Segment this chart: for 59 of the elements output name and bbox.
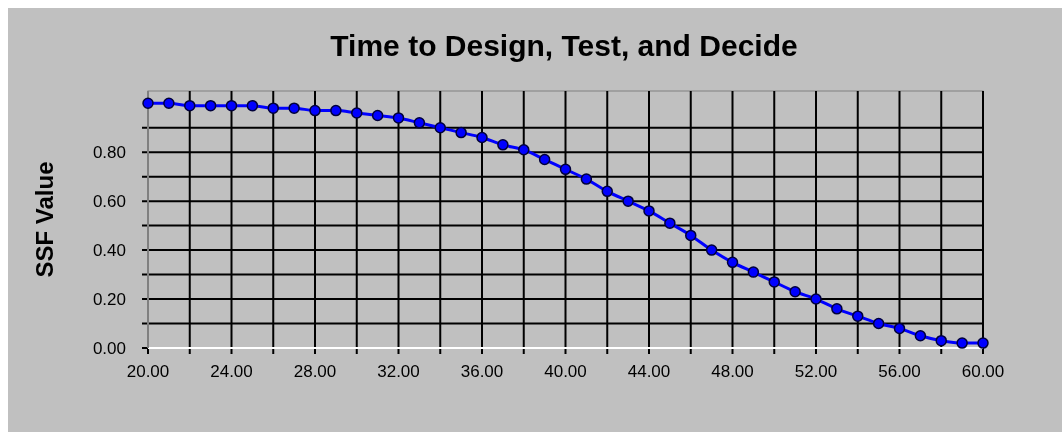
point bbox=[309, 104, 321, 117]
x-tick-label: 28.00 bbox=[293, 362, 337, 381]
y-tick-label: 0.00 bbox=[92, 339, 126, 358]
point bbox=[184, 99, 196, 112]
point bbox=[643, 205, 655, 217]
point bbox=[935, 334, 947, 347]
point bbox=[810, 293, 822, 305]
point bbox=[330, 104, 342, 117]
point bbox=[413, 117, 426, 129]
point bbox=[559, 163, 572, 176]
point bbox=[538, 153, 551, 166]
point bbox=[518, 143, 530, 156]
point bbox=[142, 97, 154, 109]
y-tick-label: 0.20 bbox=[92, 290, 126, 310]
y-tick-label: 0.80 bbox=[92, 143, 126, 163]
point bbox=[392, 112, 405, 124]
point bbox=[914, 330, 927, 342]
x-tick-label: 32.00 bbox=[377, 362, 420, 381]
point bbox=[726, 256, 739, 269]
point bbox=[204, 99, 217, 112]
y-axis-title: SSF Value bbox=[31, 161, 58, 278]
point bbox=[622, 195, 634, 207]
x-tick-label: 20.00 bbox=[126, 362, 170, 381]
point bbox=[497, 139, 509, 151]
point bbox=[601, 185, 613, 198]
point bbox=[371, 109, 384, 122]
point bbox=[246, 99, 259, 112]
y-tick-label: 0.40 bbox=[92, 241, 126, 261]
point bbox=[351, 107, 363, 119]
x-tick-label: 44.00 bbox=[627, 362, 671, 381]
point bbox=[163, 97, 175, 109]
point bbox=[831, 303, 843, 315]
point bbox=[476, 131, 488, 144]
x-tick-label: 40.00 bbox=[544, 362, 587, 381]
point bbox=[977, 337, 989, 349]
point bbox=[455, 126, 467, 139]
x-tick-label: 60.00 bbox=[961, 362, 1005, 381]
point bbox=[956, 337, 968, 349]
point bbox=[288, 102, 300, 114]
chart-title: Time to Design, Test, and Decide bbox=[330, 29, 798, 62]
x-tick-label: 24.00 bbox=[210, 362, 253, 381]
point bbox=[852, 310, 864, 322]
point bbox=[664, 217, 676, 229]
point bbox=[580, 173, 593, 185]
point bbox=[768, 276, 780, 288]
point bbox=[872, 317, 885, 330]
point bbox=[893, 322, 906, 335]
x-tick-label: 36.00 bbox=[460, 362, 504, 381]
x-tick-label: 48.00 bbox=[711, 362, 754, 381]
point bbox=[747, 266, 760, 278]
point bbox=[267, 102, 279, 114]
x-tick-label: 52.00 bbox=[794, 362, 838, 381]
point bbox=[434, 121, 446, 134]
point bbox=[685, 229, 697, 242]
y-tick-label: 0.60 bbox=[92, 192, 126, 212]
x-tick-label: 56.00 bbox=[878, 362, 921, 381]
point bbox=[705, 244, 718, 256]
point bbox=[225, 99, 238, 112]
point bbox=[789, 285, 801, 298]
